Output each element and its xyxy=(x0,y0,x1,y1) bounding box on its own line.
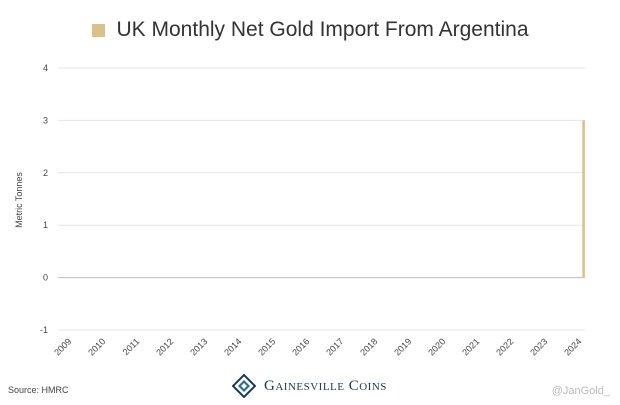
x-tick-label: 2013 xyxy=(188,336,209,357)
y-tick-label: 3 xyxy=(43,115,48,125)
watermark-handle: @JanGold_ xyxy=(551,385,610,397)
x-tick-label: 2020 xyxy=(426,336,447,357)
x-tick-label: 2023 xyxy=(528,336,549,357)
x-tick-label: 2010 xyxy=(86,336,107,357)
x-tick-label: 2011 xyxy=(121,336,142,357)
legend-label: UK Monthly Net Gold Import From Argentin… xyxy=(116,18,529,41)
x-tick-label: 2024 xyxy=(562,336,583,357)
brand-logo: Gainesville Coins xyxy=(232,374,387,398)
x-tick-label: 2021 xyxy=(460,336,481,357)
y-tick-label: 4 xyxy=(43,63,48,73)
y-tick-labels: -1 0 1 2 3 4 xyxy=(40,63,48,335)
brand-name: Gainesville Coins xyxy=(264,377,387,394)
chart-gridlines xyxy=(58,67,585,331)
x-tick-label: 2016 xyxy=(290,336,311,357)
x-tick-labels: 2009 2010 2011 2012 2013 2014 2015 2016 2017 2018… xyxy=(52,336,583,357)
y-axis-label: Metric Tonnes xyxy=(14,172,24,228)
source-note: Source: HMRC xyxy=(8,385,69,395)
gainesville-coins-logo-icon xyxy=(232,374,256,398)
y-tick-label: -1 xyxy=(40,325,48,335)
bar xyxy=(582,120,585,278)
y-tick-label: 0 xyxy=(43,273,48,283)
x-tick-label: 2017 xyxy=(324,336,345,357)
y-tick-label: 1 xyxy=(43,220,48,230)
series-bars xyxy=(582,120,585,278)
x-tick-label: 2012 xyxy=(154,336,175,357)
y-tick-label: 2 xyxy=(43,168,48,178)
x-tick-label: 2014 xyxy=(222,336,243,357)
x-tick-label: 2009 xyxy=(52,336,73,357)
x-tick-label: 2015 xyxy=(256,336,277,357)
x-tick-label: 2019 xyxy=(392,336,413,357)
legend-swatch xyxy=(91,23,105,37)
chart-legend: UK Monthly Net Gold Import From Argentin… xyxy=(0,18,620,42)
x-tick-label: 2022 xyxy=(494,336,515,357)
x-tick-label: 2018 xyxy=(358,336,379,357)
